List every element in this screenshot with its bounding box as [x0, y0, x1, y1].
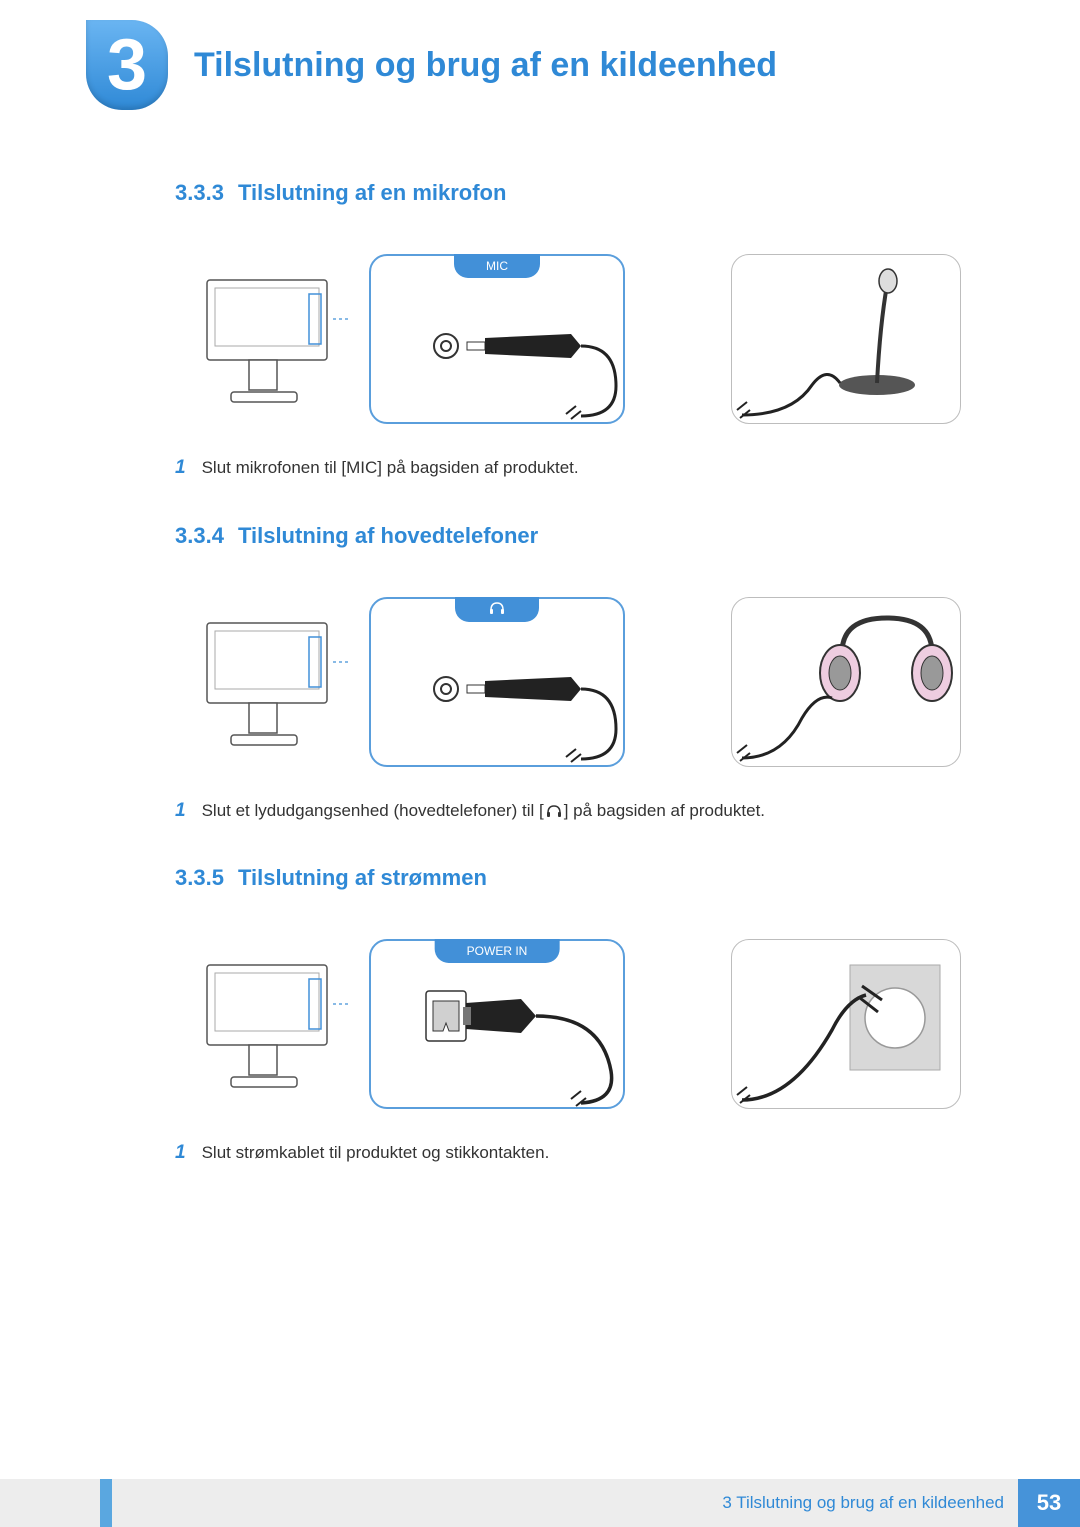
section-number: 3.3.4	[175, 523, 224, 548]
section-heading: 3.3.5 Tilslutning af strømmen	[175, 865, 990, 891]
section-heading: 3.3.4 Tilslutning af hovedtelefoner	[175, 523, 990, 549]
step-line: 1 Slut et lydudgangsenhed (hovedtelefone…	[175, 797, 990, 826]
section-334: 3.3.4 Tilslutning af hovedtelefoner	[175, 523, 990, 826]
step-text: Slut et lydudgangsenhed (hovedtelefoner)…	[202, 798, 765, 824]
step-text: Slut mikrofonen til [MIC] på bagsiden af…	[202, 455, 579, 481]
step-number: 1	[175, 454, 186, 483]
section-heading: 3.3.3 Tilslutning af en mikrofon	[175, 180, 990, 206]
diagram-headphones	[201, 597, 961, 767]
port-label-headphone-icon	[455, 597, 539, 622]
port-label: MIC	[454, 254, 540, 278]
port-label: POWER IN	[435, 939, 560, 963]
footer-label: 3 Tilslutning og brug af en kildeenhed	[722, 1493, 1004, 1513]
step-line: 1 Slut mikrofonen til [MIC] på bagsiden …	[175, 454, 990, 483]
port-detail-box: MIC	[369, 254, 625, 424]
chapter-badge: 3	[86, 20, 168, 110]
section-title: Tilslutning af hovedtelefoner	[238, 523, 538, 548]
chapter-header: 3 Tilslutning og brug af en kildeenhed	[86, 20, 1020, 110]
step-number: 1	[175, 1139, 186, 1168]
headphone-icon	[546, 804, 562, 818]
diagram-mic: MIC	[201, 254, 961, 424]
chapter-number: 3	[107, 29, 147, 101]
footer-accent-bar	[100, 1479, 112, 1527]
footer-page-number: 53	[1018, 1479, 1080, 1527]
step-number: 1	[175, 797, 186, 826]
step-text: Slut strømkablet til produktet og stikko…	[202, 1140, 550, 1166]
monitor-illustration	[201, 274, 351, 414]
section-number: 3.3.5	[175, 865, 224, 890]
section-335: 3.3.5 Tilslutning af strømmen POWER IN	[175, 865, 990, 1168]
diagram-power: POWER IN	[201, 939, 961, 1109]
step-line: 1 Slut strømkablet til produktet og stik…	[175, 1139, 990, 1168]
port-detail-box: POWER IN	[369, 939, 625, 1109]
port-detail-box	[369, 597, 625, 767]
section-title: Tilslutning af strømmen	[238, 865, 487, 890]
monitor-illustration	[201, 959, 351, 1099]
device-box-headphones	[731, 597, 961, 767]
page-footer: 3 Tilslutning og brug af en kildeenhed 5…	[0, 1479, 1080, 1527]
footer-text-group: 3 Tilslutning og brug af en kildeenhed 5…	[722, 1479, 1080, 1527]
monitor-illustration	[201, 617, 351, 757]
section-title: Tilslutning af en mikrofon	[238, 180, 507, 205]
page-content: 3.3.3 Tilslutning af en mikrofon MIC	[175, 180, 990, 1208]
section-333: 3.3.3 Tilslutning af en mikrofon MIC	[175, 180, 990, 483]
device-box-mic	[731, 254, 961, 424]
device-box-outlet	[731, 939, 961, 1109]
section-number: 3.3.3	[175, 180, 224, 205]
chapter-title: Tilslutning og brug af en kildeenhed	[194, 46, 777, 85]
